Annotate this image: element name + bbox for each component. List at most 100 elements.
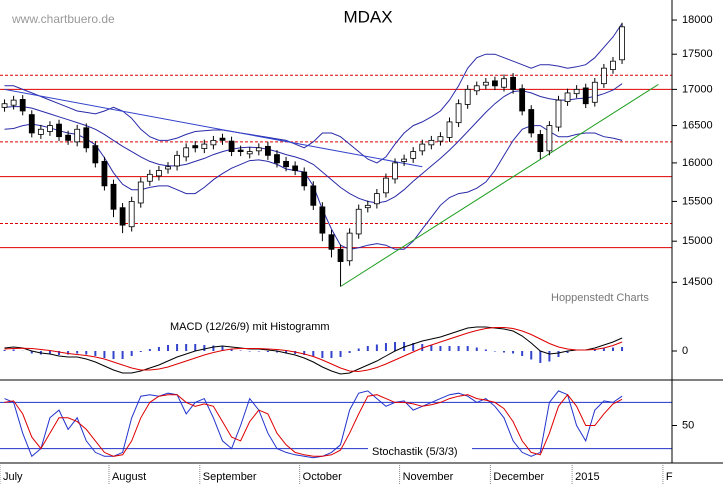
- y-tick-label: 15000: [682, 235, 713, 247]
- candle-body: [346, 232, 353, 262]
- histogram-bar: [357, 348, 360, 351]
- histogram-bar: [330, 351, 333, 358]
- candle-body: [246, 151, 253, 155]
- histogram-bar: [239, 350, 242, 351]
- band-line: [4, 83, 623, 204]
- histogram-bar: [112, 351, 115, 359]
- histogram-bar: [85, 351, 88, 355]
- candle-body: [264, 145, 271, 156]
- histogram-bar: [167, 345, 169, 351]
- histogram-bar: [3, 350, 6, 351]
- histogram-bar: [602, 348, 605, 351]
- histogram-bar: [130, 351, 133, 356]
- candle-body: [428, 139, 435, 146]
- candle-body: [228, 140, 235, 152]
- histogram-bar: [466, 346, 469, 351]
- histogram-bar: [457, 346, 460, 351]
- series-line: [4, 390, 623, 459]
- histogram-bar: [139, 351, 142, 352]
- histogram-bar: [185, 344, 188, 351]
- histogram-bar: [348, 351, 351, 353]
- candle-body: [37, 128, 44, 135]
- y-tick-label: 0: [682, 345, 688, 357]
- candle-body: [119, 207, 126, 226]
- histogram-bar: [475, 347, 478, 351]
- histogram-bar: [303, 351, 306, 355]
- histogram-bar: [285, 351, 288, 354]
- histogram-bar: [321, 351, 324, 358]
- histogram-bar: [448, 346, 451, 351]
- candle-body: [101, 160, 108, 187]
- candle-body: [573, 88, 580, 95]
- trend-line: [4, 88, 423, 168]
- histogram-bar: [548, 351, 551, 362]
- candle-body: [283, 160, 289, 168]
- x-tick-label: August: [112, 471, 146, 483]
- x-tick-label: December: [493, 471, 544, 483]
- candle-body: [410, 151, 417, 159]
- candle-body: [482, 81, 489, 86]
- histogram-bar: [103, 351, 106, 358]
- histogram-bar: [493, 351, 496, 352]
- histogram-bar: [366, 346, 369, 351]
- candle-body: [19, 99, 26, 112]
- candle-body: [383, 177, 389, 194]
- candle-body: [419, 143, 426, 152]
- candle-body: [528, 109, 535, 134]
- candle-body: [192, 145, 199, 149]
- panel-title: MACD (12/26/9) mit Histogramm: [170, 321, 330, 333]
- candle-body: [56, 123, 62, 138]
- candle-body: [437, 136, 444, 142]
- histogram-bar: [412, 343, 415, 351]
- histogram-bar: [48, 351, 51, 355]
- candle-body: [174, 154, 180, 167]
- x-tick-label: October: [303, 471, 342, 483]
- y-tick-label: 16500: [682, 119, 713, 131]
- y-tick-label: 18000: [682, 14, 713, 26]
- candle-body: [165, 166, 171, 170]
- candle-body: [201, 143, 208, 149]
- candle-body: [455, 103, 462, 124]
- histogram-bar: [430, 345, 433, 351]
- histogram-bar: [593, 349, 596, 351]
- histogram-bar: [312, 351, 315, 357]
- histogram-bar: [94, 351, 97, 356]
- chart-title: MDAX: [343, 7, 392, 26]
- candle-body: [364, 204, 371, 209]
- candle-body: [392, 162, 398, 180]
- band-line: [4, 23, 623, 164]
- x-tick-label: F: [666, 471, 673, 483]
- histogram-bar: [503, 351, 505, 353]
- histogram-bar: [176, 344, 179, 351]
- watermark: www.chartbuero.de: [11, 12, 115, 26]
- candle-body: [591, 81, 598, 103]
- candle-body: [337, 248, 344, 262]
- candle-body: [546, 125, 553, 152]
- candle-body: [292, 165, 299, 171]
- histogram-bar: [566, 351, 569, 353]
- histogram-bar: [339, 351, 342, 357]
- candle-body: [510, 76, 516, 90]
- candle-body: [74, 128, 81, 143]
- candle-body: [210, 139, 217, 146]
- candle-body: [274, 154, 280, 164]
- candle-body: [92, 145, 99, 164]
- histogram-bar: [148, 349, 151, 351]
- histogram-bar: [230, 349, 233, 351]
- candle-body: [65, 134, 72, 141]
- y-tick-label: 15500: [682, 195, 713, 207]
- histogram-bar: [248, 351, 251, 352]
- histogram-bar: [439, 346, 442, 351]
- histogram-bar: [203, 345, 206, 351]
- candle-body: [619, 26, 625, 61]
- panel-title: Stochastik (5/3/3): [372, 446, 458, 458]
- candle-body: [328, 234, 335, 250]
- candle-body: [83, 127, 90, 149]
- y-tick-label: 50: [682, 419, 694, 431]
- histogram-bar: [194, 344, 197, 351]
- candle-body: [28, 114, 35, 134]
- histogram-bar: [375, 344, 378, 351]
- candle-body: [355, 208, 362, 235]
